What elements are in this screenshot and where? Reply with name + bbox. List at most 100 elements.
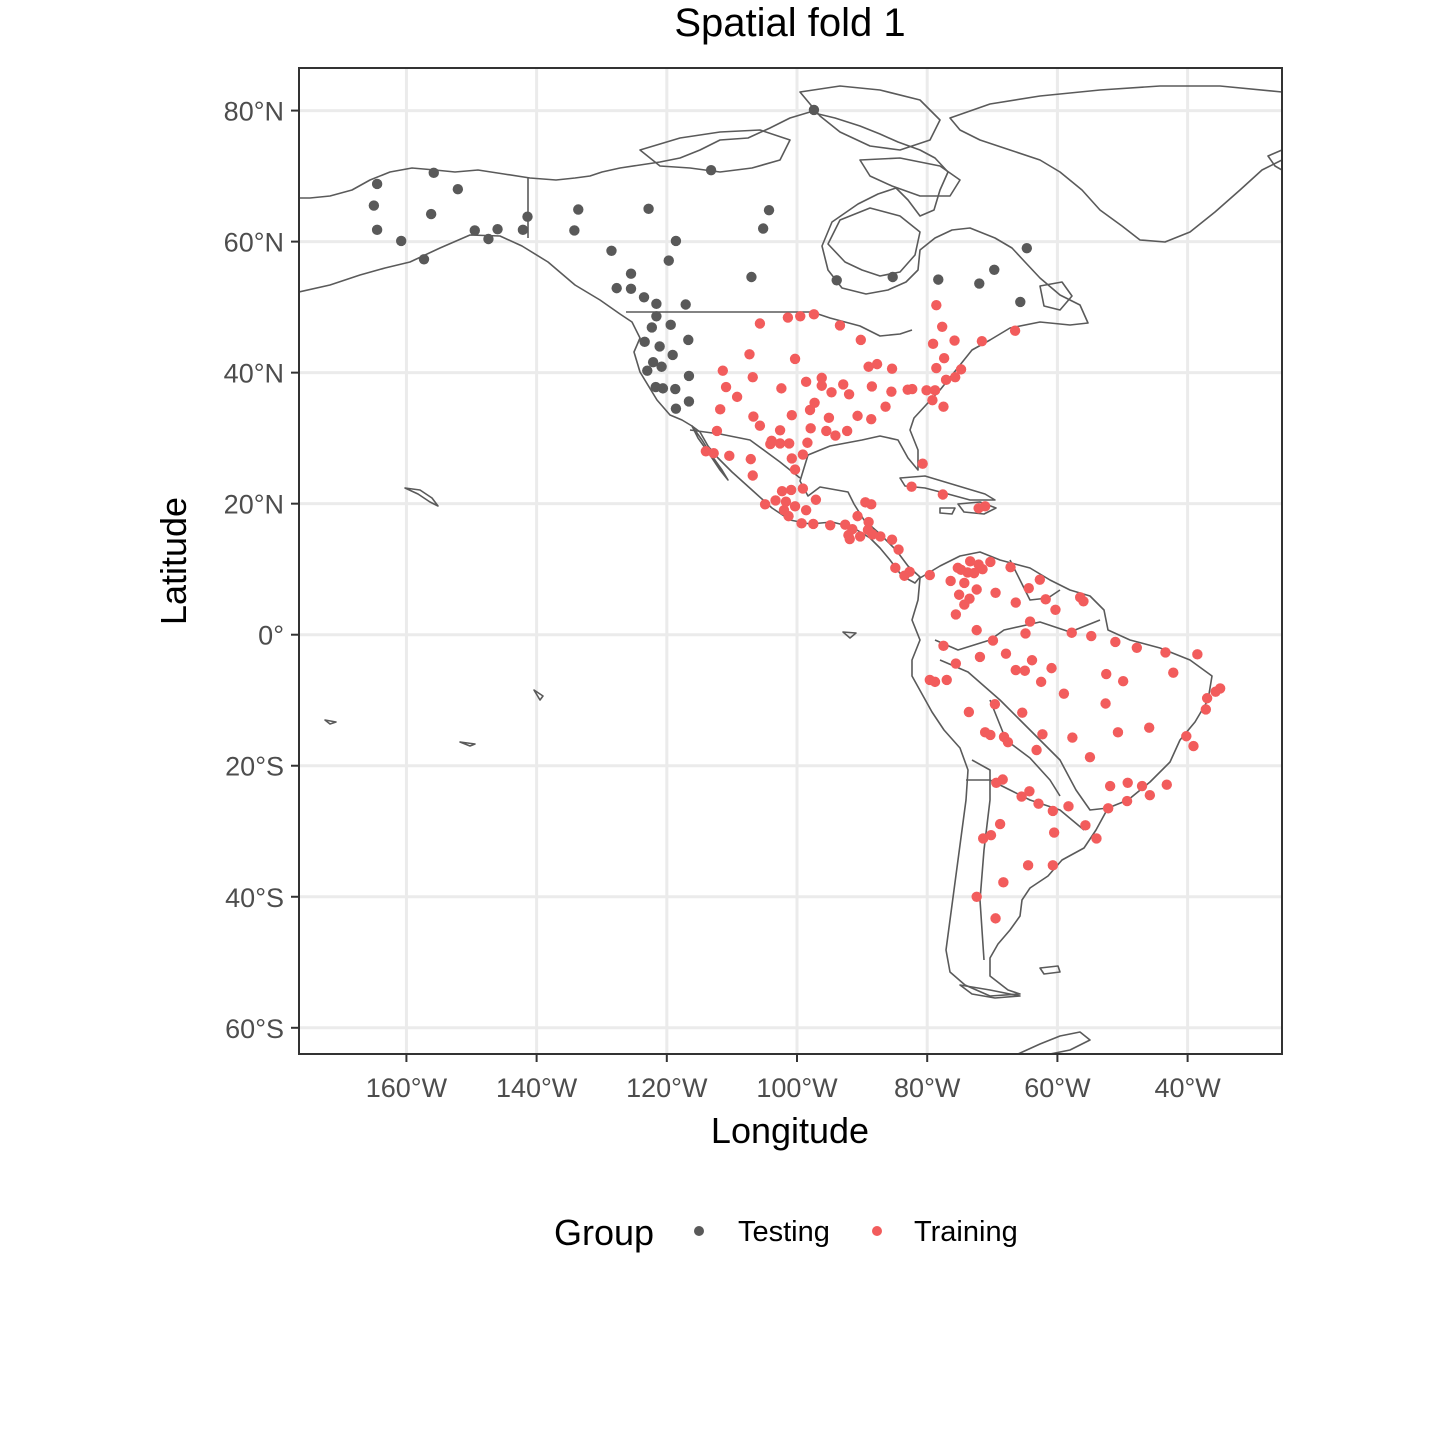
point-training xyxy=(776,486,788,497)
series-testing xyxy=(368,104,1033,414)
point-training xyxy=(1168,667,1179,678)
greenland xyxy=(949,85,1282,243)
south-america-outline xyxy=(911,551,1213,997)
x-tick-label: 60°W xyxy=(1024,1073,1091,1103)
point-testing xyxy=(680,299,691,310)
point-training xyxy=(1066,627,1077,638)
point-training xyxy=(783,510,794,522)
point-training xyxy=(720,381,732,393)
point-training xyxy=(1050,604,1061,616)
point-training xyxy=(1022,860,1034,871)
point-testing xyxy=(705,165,717,176)
point-training xyxy=(990,913,1001,924)
point-training xyxy=(945,575,956,587)
x-tick-label: 120°W xyxy=(626,1073,708,1103)
arctic-island-2 xyxy=(799,85,941,151)
point-training xyxy=(786,453,798,464)
point-training xyxy=(931,362,942,374)
point-testing xyxy=(683,396,695,407)
point-training xyxy=(765,438,776,450)
sa-border-5 xyxy=(971,759,991,961)
point-training xyxy=(1031,744,1042,756)
point-training xyxy=(783,438,795,449)
point-training xyxy=(770,495,781,506)
point-training xyxy=(1112,727,1124,738)
point-training xyxy=(949,335,960,346)
point-training xyxy=(1078,596,1089,607)
point-training xyxy=(906,481,917,492)
point-training xyxy=(724,450,735,462)
north-america-outline xyxy=(299,111,1089,584)
point-testing xyxy=(642,365,653,376)
point-training xyxy=(886,534,898,545)
point-training xyxy=(1058,688,1070,699)
point-training xyxy=(711,425,723,437)
point-training xyxy=(1020,628,1031,639)
hudson-bay xyxy=(827,207,921,277)
point-training xyxy=(747,372,758,383)
point-training xyxy=(1084,752,1096,763)
y-tick-label: 60°S xyxy=(225,1014,284,1044)
point-testing xyxy=(683,370,695,382)
point-training xyxy=(880,401,891,412)
newfoundland xyxy=(1039,281,1073,311)
point-training xyxy=(968,567,980,579)
point-testing xyxy=(396,235,407,247)
point-training xyxy=(841,425,853,437)
point-training xyxy=(929,385,941,396)
point-training xyxy=(940,374,952,386)
point-training xyxy=(886,363,898,374)
baja-california xyxy=(691,425,729,481)
point-testing xyxy=(611,282,622,294)
point-training xyxy=(780,496,792,507)
point-testing xyxy=(989,264,1000,275)
point-testing xyxy=(569,225,580,236)
point-training xyxy=(825,520,836,531)
point-training xyxy=(987,635,999,646)
point-training xyxy=(1047,805,1059,817)
point-testing xyxy=(371,178,383,190)
point-testing xyxy=(831,275,842,286)
point-training xyxy=(1122,777,1133,788)
point-testing xyxy=(517,224,529,236)
y-tick-label: 0° xyxy=(258,621,284,651)
y-axis-title: Latitude xyxy=(153,497,194,625)
point-training xyxy=(776,383,787,394)
point-training xyxy=(800,376,812,388)
y-tick-label: 20°N xyxy=(224,490,284,520)
point-training xyxy=(899,570,910,581)
point-training xyxy=(805,423,816,434)
europe-edge xyxy=(1267,149,1282,171)
x-tick-label: 40°W xyxy=(1154,1073,1221,1103)
point-training xyxy=(994,818,1006,830)
point-training xyxy=(826,387,837,398)
point-training xyxy=(1131,642,1143,654)
point-training xyxy=(862,524,874,536)
point-training xyxy=(789,353,801,365)
jamaica xyxy=(939,507,956,515)
point-training xyxy=(927,394,938,406)
point-training xyxy=(745,453,756,465)
point-training xyxy=(816,372,827,384)
point-training xyxy=(830,430,841,441)
point-training xyxy=(1033,798,1044,809)
point-testing xyxy=(625,268,637,279)
point-training xyxy=(823,412,835,424)
point-training xyxy=(1102,803,1114,814)
point-testing xyxy=(646,322,658,333)
point-testing xyxy=(522,211,533,222)
y-tick-label: 60°N xyxy=(224,228,284,258)
point-training xyxy=(843,389,855,400)
point-testing xyxy=(651,311,662,322)
point-training xyxy=(890,562,901,574)
point-training xyxy=(866,381,878,392)
point-training xyxy=(731,391,743,403)
point-training xyxy=(1136,780,1148,792)
point-training xyxy=(1024,616,1036,627)
point-testing xyxy=(670,235,682,247)
point-training xyxy=(774,438,786,449)
sa-border-6 xyxy=(1009,559,1061,601)
y-tick-label: 80°N xyxy=(224,97,284,127)
point-training xyxy=(759,499,771,510)
